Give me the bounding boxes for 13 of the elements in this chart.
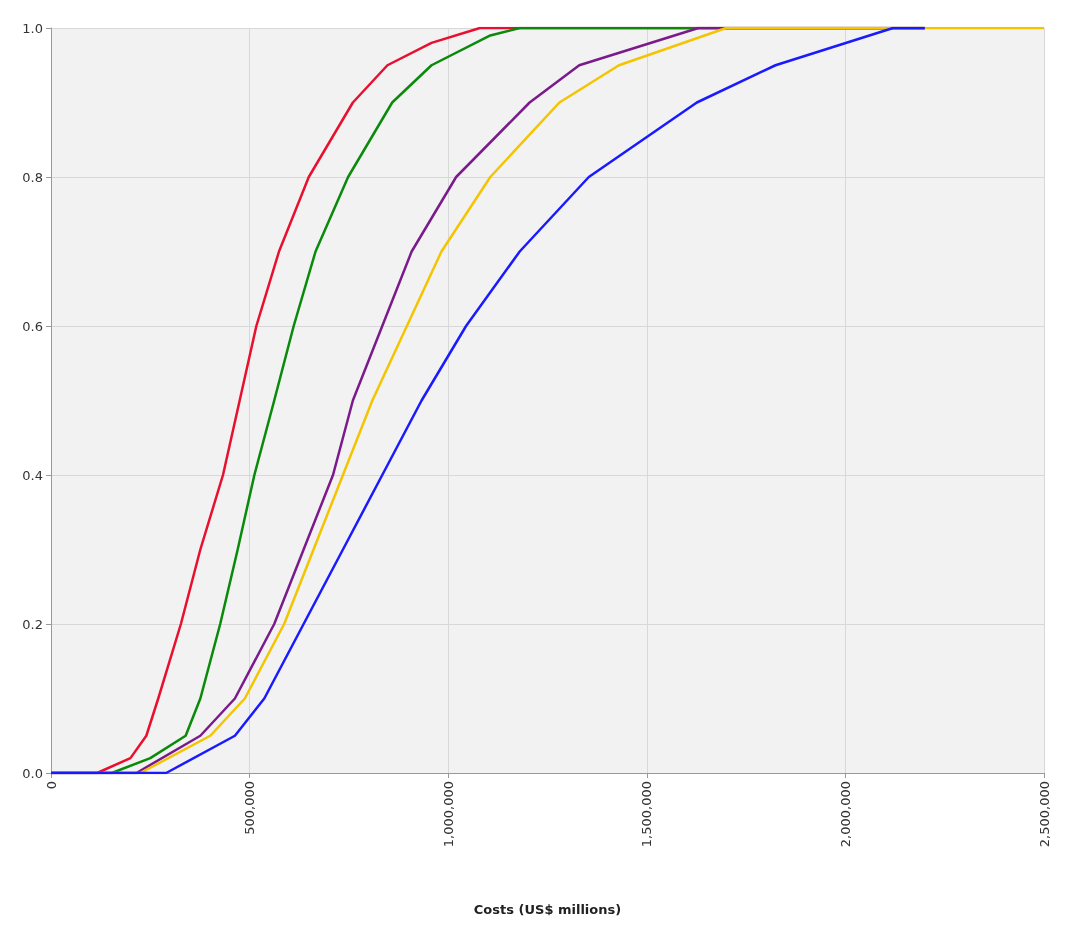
- x-axis-title: Costs (US$ millions): [473, 902, 622, 917]
- y-tick-label: 0.2: [22, 616, 43, 632]
- x-tick-label: 500,000: [242, 781, 258, 835]
- x-tick-label: 2,000,000: [837, 781, 853, 848]
- y-tick-label: 0.0: [22, 765, 43, 781]
- x-tick-label: 1,500,000: [639, 781, 655, 848]
- y-tick-label: 0.8: [22, 169, 43, 185]
- y-tick-label: 0.4: [22, 467, 43, 483]
- x-tick-label: 2,500,000: [1036, 781, 1052, 848]
- x-tick-label: 1,000,000: [440, 781, 456, 848]
- y-tick-label: 1.0: [22, 20, 43, 36]
- y-tick-label: 0.6: [22, 318, 43, 334]
- x-tick-label: 0: [43, 781, 59, 790]
